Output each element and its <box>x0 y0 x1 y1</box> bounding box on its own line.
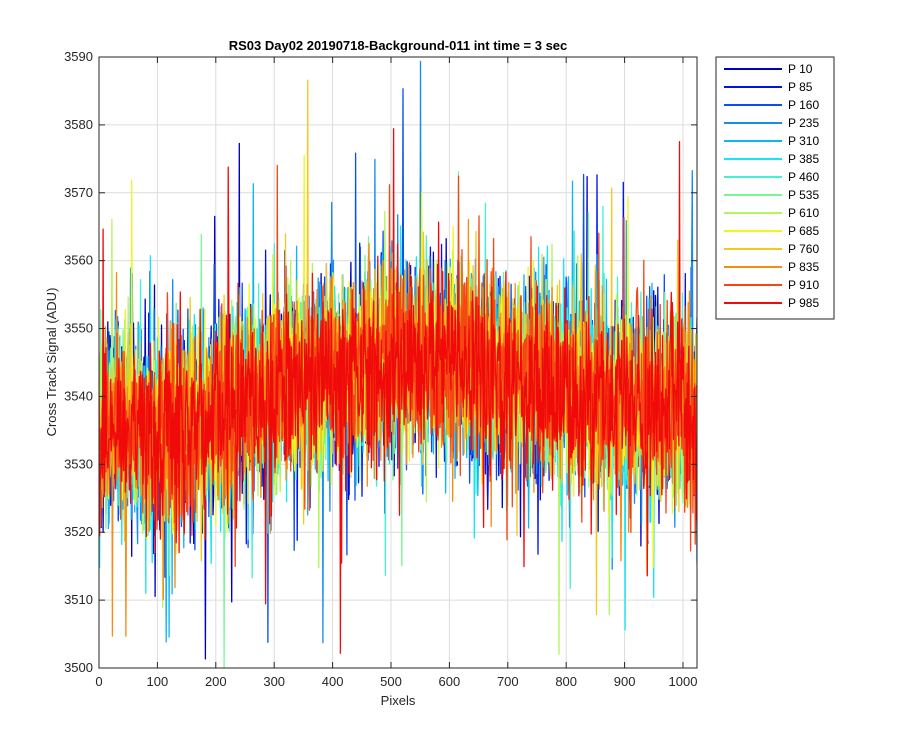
x-tick-label: 700 <box>497 674 519 689</box>
x-tick-label: 800 <box>555 674 577 689</box>
x-tick-label: 900 <box>614 674 636 689</box>
y-tick-label: 3550 <box>64 321 93 336</box>
y-tick-label: 3500 <box>64 660 93 675</box>
legend-entry: P 685 <box>788 224 819 238</box>
x-tick-label: 1000 <box>669 674 698 689</box>
legend-entry: P 610 <box>788 206 819 220</box>
chart-title: RS03 Day02 20190718-Background-011 int t… <box>229 38 568 53</box>
x-tick-label: 600 <box>439 674 461 689</box>
legend-entry: P 160 <box>788 98 819 112</box>
legend-box <box>715 56 835 320</box>
x-tick-label: 300 <box>263 674 285 689</box>
legend-entry: P 10 <box>788 62 813 76</box>
series-group <box>99 60 697 668</box>
legend-entry: P 835 <box>788 260 819 274</box>
legend-entry: P 910 <box>788 278 819 292</box>
legend-entry: P 85 <box>788 80 813 94</box>
legend-entry: P 385 <box>788 152 819 166</box>
y-tick-label: 3510 <box>64 592 93 607</box>
legend-entry: P 235 <box>788 116 819 130</box>
x-tick-label: 0 <box>95 674 102 689</box>
x-tick-label: 400 <box>322 674 344 689</box>
y-tick-label: 3530 <box>64 456 93 471</box>
y-tick-label: 3590 <box>64 49 93 64</box>
ticks: 0 100 200 300 400 500 600 700 800 900 1000 3500 3510… <box>64 49 697 689</box>
y-tick-label: 3520 <box>64 524 93 539</box>
y-tick-label: 3560 <box>64 253 93 268</box>
legend-entry: P 310 <box>788 134 819 148</box>
x-axis-label: Pixels <box>381 693 416 708</box>
y-tick-label: 3580 <box>64 117 93 132</box>
y-tick-label: 3540 <box>64 388 93 403</box>
y-tick-label: 3570 <box>64 185 93 200</box>
legend-entry: P 460 <box>788 170 819 184</box>
axes-box <box>98 56 698 669</box>
legend: P 10 P 85 P 160 P 235 P 310 P 385 P 460 P 535 P … <box>715 56 835 320</box>
x-tick-label: 200 <box>205 674 227 689</box>
x-tick-label: 500 <box>380 674 402 689</box>
x-tick-label: 100 <box>147 674 169 689</box>
legend-entry: P 535 <box>788 188 819 202</box>
legend-entry: P 760 <box>788 242 819 256</box>
series-line <box>99 128 697 654</box>
legend-entry: P 985 <box>788 296 819 310</box>
y-axis-label: Cross Track Signal (ADU) <box>44 288 59 437</box>
